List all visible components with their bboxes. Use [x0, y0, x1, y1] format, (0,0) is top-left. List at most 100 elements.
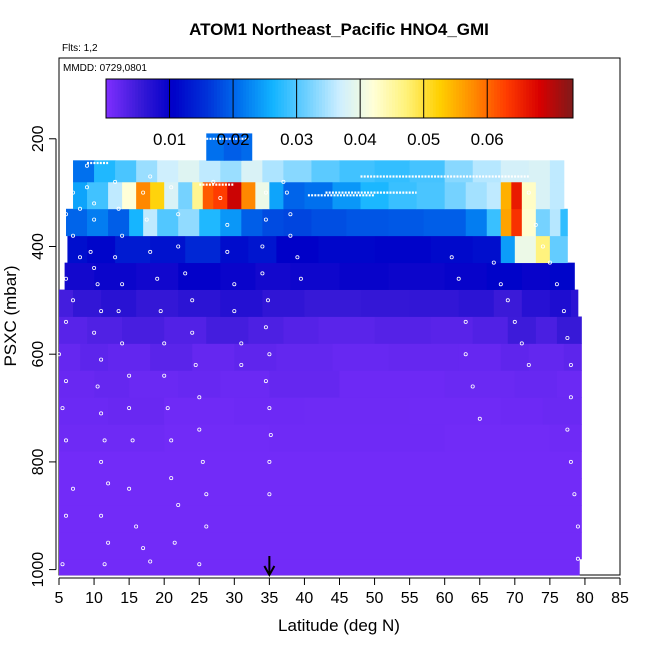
- sample-point: [99, 459, 104, 464]
- colorbar-segment: [377, 79, 381, 118]
- flight-tracks: [87, 137, 529, 197]
- x-tick-label: 5: [55, 590, 64, 607]
- colorbar-segment: [511, 79, 516, 118]
- sample-point: [565, 427, 570, 432]
- colorbar-segment: [444, 79, 448, 118]
- heat-cell: [59, 478, 582, 506]
- sample-point: [99, 309, 104, 314]
- heat-cell: [283, 181, 305, 210]
- heat-cell: [500, 235, 516, 264]
- heat-cell: [276, 343, 333, 371]
- sample-point: [158, 309, 163, 314]
- sample-point: [64, 212, 69, 217]
- sample-point: [190, 298, 195, 303]
- colorbar-segment: [208, 79, 212, 118]
- colorbar-segment: [269, 79, 273, 118]
- sample-point: [565, 335, 570, 340]
- colorbar-segment: [307, 79, 311, 118]
- sample-point: [295, 255, 300, 260]
- heat-cell: [73, 160, 95, 183]
- colorbar-segment: [132, 79, 136, 118]
- sample-points: [57, 163, 580, 567]
- x-tick-label: 15: [120, 590, 138, 607]
- colorbar-segment: [184, 79, 189, 118]
- heat-cell: [374, 160, 411, 183]
- heat-cell: [458, 343, 502, 371]
- sample-point: [172, 540, 177, 545]
- colorbar-segment: [482, 79, 486, 118]
- heat-cell: [388, 208, 425, 237]
- sample-point: [113, 255, 118, 260]
- heat-cell: [108, 343, 151, 371]
- heat-cell: [521, 181, 537, 210]
- heat-cell: [409, 289, 460, 317]
- heat-cell: [521, 208, 537, 237]
- heat-cell: [129, 208, 144, 237]
- colorbar-segment: [389, 79, 393, 118]
- heat-cell: [220, 370, 270, 398]
- heat-cell: [241, 133, 253, 161]
- heat-cell: [80, 343, 109, 371]
- colorbar-segment: [429, 79, 434, 118]
- colorbar-segment: [567, 79, 571, 118]
- heatmap-cells: [59, 133, 582, 576]
- colorbar-segment: [117, 79, 122, 118]
- colorbar-frame: [105, 78, 574, 119]
- colorbar-segment: [354, 79, 358, 118]
- heat-cell: [59, 316, 88, 344]
- x-axis-label: Latitude (deg N): [278, 616, 400, 635]
- heat-cell: [374, 235, 432, 264]
- sample-point: [547, 260, 552, 265]
- sample-point: [211, 179, 216, 184]
- dates-label: MMDD: 0729,0801: [63, 63, 147, 74]
- colorbar-tick-label: 0.02: [217, 130, 250, 149]
- colorbar-segment: [298, 79, 303, 118]
- heat-cell: [444, 262, 488, 290]
- sample-point: [78, 206, 83, 211]
- colorbar-segment: [228, 79, 233, 118]
- colorbar-segment: [135, 79, 139, 118]
- sample-point: [60, 406, 65, 411]
- colorbar-segment: [570, 79, 574, 118]
- colorbar-segment: [546, 79, 551, 118]
- sample-point: [232, 282, 237, 287]
- heat-cell: [500, 208, 512, 237]
- colorbar-segment: [143, 79, 148, 118]
- heat-cell: [269, 424, 446, 452]
- sample-point: [288, 212, 293, 217]
- sample-point: [204, 524, 209, 529]
- y-tick-label: 200: [30, 125, 47, 152]
- sample-point: [127, 373, 132, 378]
- colorbar-tick-label: 0.04: [344, 130, 377, 149]
- sample-point: [477, 416, 482, 421]
- heat-cell: [59, 370, 95, 398]
- heat-cell: [549, 208, 561, 237]
- heat-cell: [360, 289, 411, 317]
- colorbar-segment: [199, 79, 203, 118]
- heat-cell: [444, 160, 474, 183]
- x-tick-label: 20: [155, 590, 173, 607]
- heat-cell: [311, 208, 347, 237]
- colorbar-segment: [149, 79, 154, 118]
- sample-point: [64, 276, 69, 281]
- colorbar-segment: [123, 79, 127, 118]
- sample-point: [568, 362, 573, 367]
- heat-cell: [304, 289, 361, 317]
- colorbar-segment: [219, 79, 224, 118]
- sample-point: [463, 352, 468, 357]
- sample-point: [57, 352, 62, 357]
- heat-cell: [444, 424, 551, 452]
- heat-cell: [122, 181, 137, 210]
- colorbar-segment: [176, 79, 180, 118]
- colorbar-segment: [141, 79, 145, 118]
- x-tick-label: 75: [541, 590, 559, 607]
- sample-point: [176, 502, 181, 507]
- sample-point: [263, 379, 268, 384]
- heat-cell: [472, 160, 502, 183]
- colorbar-segment: [254, 79, 259, 118]
- colorbar-tick-label: 0.05: [407, 130, 440, 149]
- colorbar-segment: [330, 79, 335, 118]
- sample-point: [148, 559, 153, 564]
- colorbar-segment: [295, 79, 300, 118]
- colorbar-segment: [505, 79, 510, 118]
